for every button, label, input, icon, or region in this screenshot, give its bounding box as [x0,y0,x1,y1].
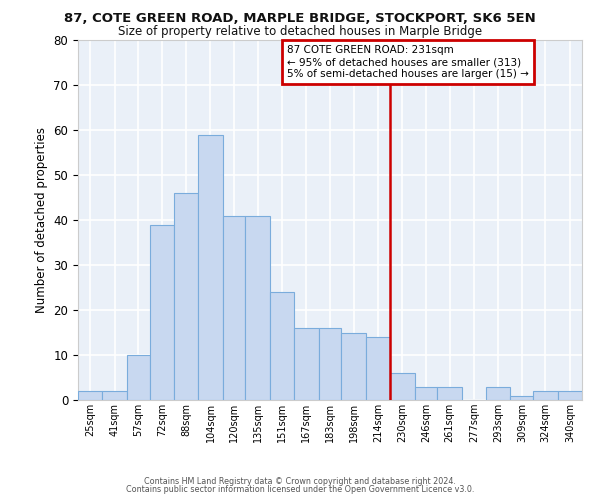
Bar [390,373,415,400]
Bar [245,216,270,400]
Bar [198,134,223,400]
Text: Contains public sector information licensed under the Open Government Licence v3: Contains public sector information licen… [126,485,474,494]
Bar [78,391,103,400]
Bar [149,224,174,400]
Bar [270,292,294,400]
Bar [415,386,437,400]
Bar [557,391,582,400]
Text: Contains HM Land Registry data © Crown copyright and database right 2024.: Contains HM Land Registry data © Crown c… [144,477,456,486]
Text: 87, COTE GREEN ROAD, MARPLE BRIDGE, STOCKPORT, SK6 5EN: 87, COTE GREEN ROAD, MARPLE BRIDGE, STOC… [64,12,536,26]
Bar [319,328,341,400]
Bar [127,355,149,400]
Bar [511,396,533,400]
Bar [103,391,127,400]
Bar [437,386,462,400]
Bar [294,328,319,400]
Text: Size of property relative to detached houses in Marple Bridge: Size of property relative to detached ho… [118,25,482,38]
Bar [174,193,198,400]
Y-axis label: Number of detached properties: Number of detached properties [35,127,48,313]
Text: 87 COTE GREEN ROAD: 231sqm
← 95% of detached houses are smaller (313)
5% of semi: 87 COTE GREEN ROAD: 231sqm ← 95% of deta… [287,46,529,78]
Bar [486,386,511,400]
Bar [223,216,245,400]
Bar [366,337,390,400]
Bar [533,391,557,400]
Bar [341,332,366,400]
